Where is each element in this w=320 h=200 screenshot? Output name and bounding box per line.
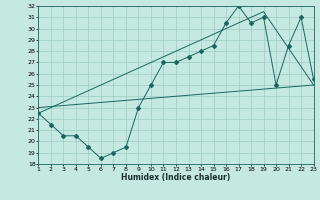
X-axis label: Humidex (Indice chaleur): Humidex (Indice chaleur)	[121, 173, 231, 182]
